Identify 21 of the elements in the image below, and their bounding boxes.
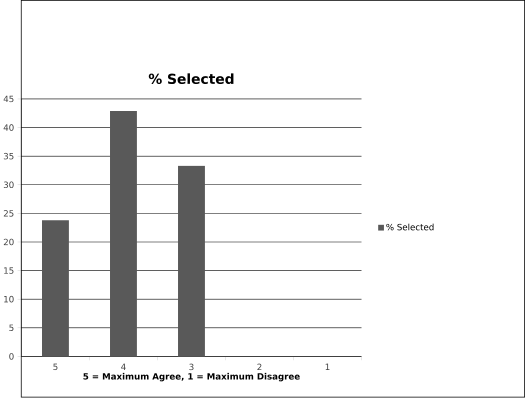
bar <box>42 220 69 357</box>
y-tick-label: 45 <box>4 96 14 102</box>
x-tick-label: 1 <box>326 364 330 370</box>
y-tick-label: 40 <box>4 124 14 132</box>
y-tick-label: 35 <box>4 153 14 160</box>
y-tick-label: 25 <box>4 210 14 217</box>
y-tick-label: 30 <box>4 182 14 188</box>
x-tick-label: 2 <box>257 364 262 370</box>
x-tick-label: 5 <box>53 364 58 370</box>
chart-title: % Selected <box>148 74 234 84</box>
legend-label: % Selected <box>386 224 434 231</box>
y-tick-label: 20 <box>4 238 14 246</box>
bar <box>110 111 137 357</box>
y-tick-label: 5 <box>9 324 14 332</box>
x-tick-label: 4 <box>121 364 126 370</box>
x-tick-label: 3 <box>189 364 194 370</box>
y-tick-label: 10 <box>4 296 14 303</box>
y-tick-label: 0 <box>9 353 14 360</box>
y-tick-label: 15 <box>4 268 14 274</box>
bar <box>178 166 205 357</box>
x-axis-title: 5 = Maximum Agree, 1 = Maximum Disagree <box>83 373 300 382</box>
